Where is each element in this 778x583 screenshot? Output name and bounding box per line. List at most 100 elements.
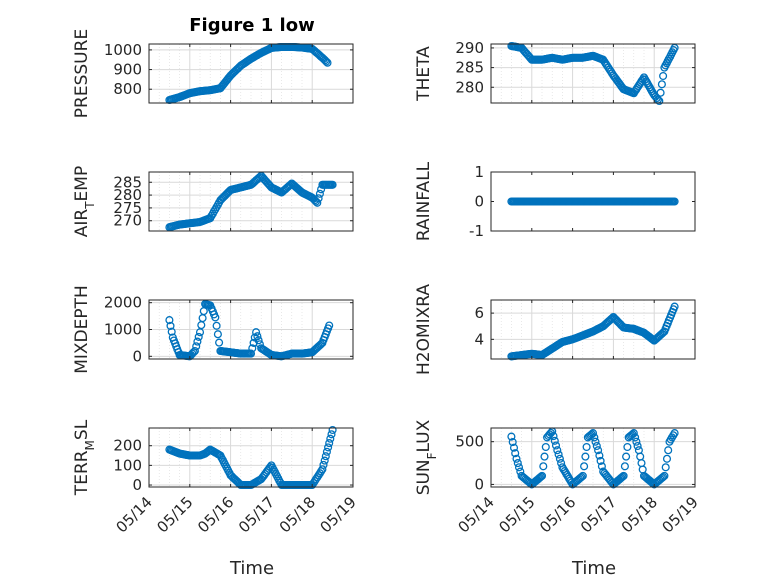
subplot-4: -1 0 1 RAINFALL (414, 161, 696, 241)
data-point (328, 180, 337, 189)
data-point (324, 443, 333, 452)
x-tick-label: 05/16 (536, 493, 579, 536)
figure-title: Figure 1 low (189, 15, 314, 36)
data-point (629, 429, 638, 438)
data-point (608, 314, 617, 323)
data-series (507, 41, 679, 106)
data-point (657, 473, 666, 483)
data-point (619, 471, 628, 480)
y-tick-label: 270 (113, 212, 142, 230)
data-series (165, 42, 332, 105)
y-tick-label: 900 (113, 61, 142, 79)
y-tick-label: 285 (455, 59, 484, 77)
data-point (322, 447, 331, 456)
data-point (617, 473, 626, 482)
data-point (540, 452, 549, 461)
data-point (657, 80, 666, 89)
data-point (325, 321, 334, 330)
axes-box (148, 427, 354, 488)
data-point (655, 96, 664, 106)
data-point (596, 456, 605, 465)
data-point (313, 198, 322, 207)
y-tick-label: 0 (474, 193, 484, 211)
data-point (595, 451, 604, 460)
data-point (554, 450, 563, 459)
data-point (321, 452, 330, 461)
data-point (323, 58, 332, 67)
data-point (588, 429, 598, 438)
axes-box (490, 427, 696, 488)
y-tick-label: 290 (455, 39, 484, 57)
y-tick-label: 275 (113, 199, 142, 217)
data-point (192, 342, 201, 351)
data-point (213, 330, 222, 339)
y-axis-label: THETA (414, 46, 434, 102)
data-point (215, 338, 224, 347)
y-tick-label: 4 (474, 330, 484, 348)
data-point (315, 189, 324, 198)
y-tick-label: 200 (113, 437, 142, 455)
y-tick-label: 500 (455, 433, 484, 451)
x-tick-label: 05/15 (153, 493, 196, 536)
data-point (591, 437, 600, 446)
data-point (318, 465, 327, 474)
data-point (594, 446, 603, 455)
data-point (659, 472, 668, 482)
data-point (325, 439, 334, 448)
data-point (322, 57, 331, 66)
data-point (536, 472, 545, 481)
data-point (631, 433, 640, 442)
data-point (606, 315, 615, 324)
y-tick-label: 1 (474, 163, 484, 181)
subplot-5: 0 1000 2000 MIXDEPTH (72, 285, 354, 374)
y-axis-label: SUNFLUX (414, 419, 439, 495)
data-point (326, 434, 335, 443)
data-point (576, 473, 585, 483)
data-point (167, 327, 176, 336)
data-point (248, 344, 257, 353)
data-point (578, 471, 587, 480)
data-point (549, 432, 558, 441)
data-point (512, 454, 521, 463)
data-point (514, 463, 524, 472)
data-point (327, 430, 336, 439)
data-point (662, 454, 672, 463)
data-point (633, 441, 642, 451)
data-point (661, 463, 670, 472)
data-series (165, 299, 334, 361)
x-tick-label: 05/14 (455, 493, 498, 536)
data-point (254, 336, 263, 345)
data-point (165, 316, 174, 325)
y-axis-label: TERRMSL (72, 419, 97, 496)
y-axis-label: PRESSURE (72, 29, 92, 118)
x-tick-label: 05/19 (659, 493, 702, 536)
data-series (507, 197, 679, 206)
data-point (328, 425, 337, 435)
data-point (317, 340, 326, 349)
y-tick-label: -1 (469, 222, 484, 240)
axes-box (148, 43, 354, 104)
data-point (555, 454, 564, 463)
axes-box (148, 171, 354, 232)
data-point (313, 473, 322, 482)
data-point (320, 456, 329, 465)
x-tick-label: 05/16 (194, 493, 237, 536)
data-point (622, 452, 631, 461)
y-tick-label: 280 (455, 78, 484, 96)
x-tick-label: 05/18 (618, 493, 661, 536)
x-tick-label: 05/15 (495, 493, 538, 536)
data-series (507, 302, 679, 361)
data-point (580, 462, 589, 471)
data-point (193, 337, 202, 346)
data-point (320, 56, 330, 65)
y-axis-label: H2OMIXRA (414, 284, 434, 375)
data-point (541, 442, 550, 452)
data-point (582, 442, 591, 452)
data-point (670, 197, 679, 206)
data-point (539, 462, 548, 471)
data-point (212, 321, 221, 330)
